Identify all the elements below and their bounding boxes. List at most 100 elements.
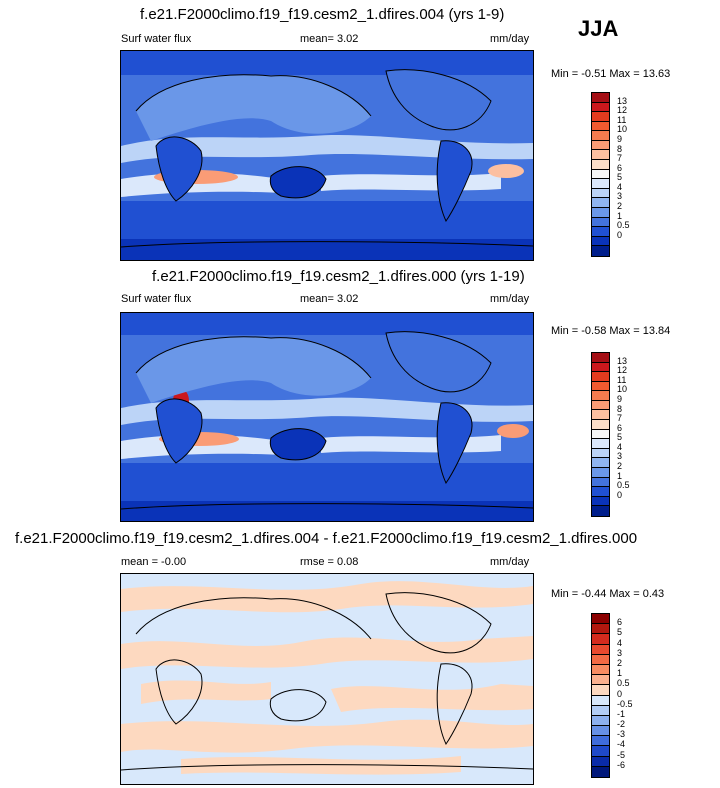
- colorbar-swatch: [592, 121, 609, 132]
- colorbar-tick-label: 1: [617, 470, 623, 481]
- coastline-africa: [155, 659, 203, 725]
- colorbar-swatch: [592, 506, 609, 516]
- colorbar-swatch: [592, 766, 609, 777]
- panel1-map: [120, 50, 534, 261]
- colorbar-tick-label: 8: [617, 403, 623, 414]
- colorbar-tick-label: 0: [617, 489, 623, 500]
- coastline-north-america: [385, 69, 492, 131]
- colorbar-swatch: [592, 614, 609, 625]
- colorbar-swatch: [592, 160, 609, 170]
- panel1-map-svg: [121, 51, 533, 260]
- colorbar-tick-label: 2: [617, 461, 623, 472]
- diff-patch-5: [121, 719, 533, 753]
- colorbar-swatch: [592, 150, 609, 161]
- coastline-africa: [155, 136, 203, 202]
- coastline-antarctica: [121, 503, 533, 510]
- colorbar-swatch: [592, 372, 609, 382]
- land-africa: [156, 136, 202, 201]
- colorbar-swatch: [592, 654, 609, 665]
- colorbar-swatch: [592, 664, 609, 676]
- panel1-units: mm/day: [490, 33, 530, 45]
- colorbar-tick-label: -4: [617, 739, 626, 750]
- panel3-colorbar: [591, 613, 610, 778]
- diff-patch-4: [331, 684, 533, 712]
- diff-patch-3: [141, 680, 271, 704]
- colorbar-swatch: [592, 496, 609, 507]
- panel2-title: f.e21.F2000climo.f19_f19.cesm2_1.dfires.…: [152, 268, 525, 285]
- coastline-antarctica: [121, 241, 533, 248]
- antarctic-band: [121, 501, 533, 521]
- colorbar-swatch: [592, 391, 609, 401]
- panel1-variable: Surf water flux: [121, 33, 192, 45]
- colorbar-tick-label: 7: [617, 153, 623, 164]
- colorbar-swatch: [592, 227, 609, 237]
- colorbar-tick-label: 0: [617, 229, 623, 240]
- colorbar-swatch: [592, 439, 609, 449]
- panel2-map: [120, 312, 534, 522]
- panel3-mean: mean = -0.00: [121, 556, 187, 568]
- colorbar-tick-label: 1: [617, 210, 623, 221]
- colorbar-tick-label: 3: [617, 191, 623, 202]
- colorbar-swatch: [592, 198, 609, 208]
- colorbar-swatch: [592, 93, 609, 103]
- panel3-units: mm/day: [490, 556, 530, 568]
- panel2-minmax: Min = -0.58 Max = 13.84: [551, 325, 671, 337]
- panel1-colorbar-labels: 13 12 11 10 9 8 7 6 5 4 3 2 1 0.5 0: [617, 92, 657, 255]
- colorbar-tick-label: 5: [617, 627, 623, 638]
- colorbar-tick-label: 2: [617, 657, 623, 668]
- antarctic-band: [121, 239, 533, 260]
- colorbar-swatch: [592, 736, 609, 747]
- rainband-south-atlantic: [488, 164, 524, 178]
- colorbar-swatch: [592, 726, 609, 737]
- colorbar-swatch: [592, 188, 609, 199]
- colorbar-tick-label: 5: [617, 432, 623, 443]
- colorbar-swatch: [592, 131, 609, 141]
- colorbar-tick-label: 10: [617, 124, 628, 135]
- panel3-title: f.e21.F2000climo.f19_f19.cesm2_1.dfires.…: [15, 530, 638, 547]
- colorbar-tick-label: 10: [617, 384, 628, 395]
- land-south-america: [437, 402, 472, 483]
- colorbar-swatch: [592, 429, 609, 440]
- colorbar-swatch: [592, 410, 609, 421]
- panel1-colorbar: [591, 92, 610, 257]
- season-label: JJA: [578, 16, 619, 41]
- colorbar-tick-label: 6: [617, 617, 623, 628]
- land-australia: [270, 166, 326, 198]
- arctic-band: [121, 51, 533, 75]
- colorbar-swatch: [592, 458, 609, 468]
- colorbar-swatch: [592, 102, 609, 113]
- colorbar-swatch: [592, 477, 609, 488]
- arctic-band: [121, 313, 533, 335]
- colorbar-tick-label: 7: [617, 413, 623, 424]
- colorbar-tick-label: 5: [617, 172, 623, 183]
- colorbar-tick-label: -2: [617, 719, 626, 730]
- coastline-australia: [269, 689, 327, 722]
- panel3-map: [120, 573, 534, 785]
- diff-patch-6: [181, 756, 461, 775]
- land-africa: [156, 398, 202, 463]
- colorbar-swatch: [592, 169, 609, 180]
- panel2-map-svg: [121, 313, 533, 521]
- colorbar-tick-label: 9: [617, 133, 623, 144]
- colorbar-swatch: [592, 746, 609, 757]
- colorbar-swatch: [592, 695, 609, 706]
- land-eurasia: [136, 336, 371, 403]
- coastline-south-america: [436, 402, 473, 484]
- panel3-colorbar-labels: 6 5 4 3 2 1 0.5 0 -0.5 -1 -2 -3 -4 -5 -6: [617, 613, 657, 776]
- colorbar-tick-label: 4: [617, 181, 623, 192]
- colorbar-swatch: [592, 634, 609, 645]
- colorbar-swatch: [592, 487, 609, 497]
- diff-patch-1: [121, 581, 533, 613]
- colorbar-swatch: [592, 246, 609, 256]
- colorbar-swatch: [592, 756, 609, 767]
- rainband-south-atlantic: [497, 424, 529, 438]
- colorbar-tick-label: 0.5: [617, 678, 630, 689]
- spcz: [321, 435, 501, 453]
- colorbar-swatch: [592, 217, 609, 228]
- colorbar-swatch: [592, 420, 609, 430]
- colorbar-tick-label: -5: [617, 749, 626, 760]
- colorbar-tick-label: 2: [617, 201, 623, 212]
- colorbar-swatch: [592, 236, 609, 247]
- colorbar-tick-label: 12: [617, 105, 628, 116]
- colorbar-swatch: [592, 644, 609, 655]
